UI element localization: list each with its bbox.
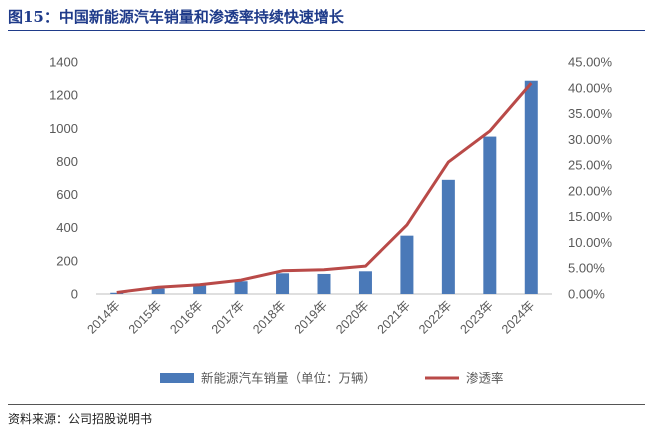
right-axis-ticks: 0.00% 5.00% 10.00% 15.00% 20.00% 25.00% 30.00%… [568,55,613,302]
right-tick-label: 40.00% [568,80,613,95]
right-tick-label: 5.00% [568,261,605,276]
penetration-line [116,82,533,294]
bar [317,273,331,294]
bar [483,136,497,294]
right-tick-label: 25.00% [568,158,613,173]
source-rule [8,404,645,405]
x-tick-label: 2016年 [167,298,205,336]
legend-bar-label: 新能源汽车销量（单位：万辆） [201,371,376,386]
x-tick-label: 2023年 [458,298,496,336]
legend: 新能源汽车销量（单位：万辆） 渗透率 [160,371,504,386]
bar [193,285,207,294]
x-axis-labels: 2014年 2015年 2016年 2017年 2018年 2019年 2020年 2021年… [84,298,537,336]
x-tick-label: 2020年 [333,298,371,336]
right-tick-label: 45.00% [568,55,613,70]
left-tick-label: 400 [56,220,78,235]
x-tick-label: 2015年 [126,298,164,336]
left-tick-label: 1000 [49,121,78,136]
legend-bar-swatch [160,373,194,383]
bar [234,281,248,294]
left-axis-ticks: 0 200 400 600 800 1000 1200 1400 [49,55,78,302]
left-tick-label: 1200 [49,88,78,103]
x-tick-label: 2024年 [499,298,537,336]
right-tick-label: 0.00% [568,287,605,302]
bar-series [110,80,538,295]
left-tick-label: 800 [56,154,78,169]
combo-chart: 0 200 400 600 800 1000 1200 1400 0.00% 5.00% 10.0… [49,55,613,386]
source-note: 资料来源：公司招股说明书 [8,412,153,426]
right-tick-label: 10.00% [568,235,613,250]
bar [400,235,414,294]
x-tick-label: 2014年 [84,298,122,336]
left-tick-label: 0 [71,287,78,302]
x-tick-label: 2019年 [292,298,330,336]
bar [358,271,372,294]
left-tick-label: 200 [56,253,78,268]
right-tick-label: 35.00% [568,106,613,121]
right-tick-label: 30.00% [568,132,613,147]
right-tick-label: 20.00% [568,183,613,198]
bar [110,292,124,294]
x-tick-label: 2021年 [375,298,413,336]
right-tick-label: 15.00% [568,209,613,224]
left-tick-label: 1400 [49,55,78,70]
x-tick-label: 2017年 [209,298,247,336]
legend-line-label: 渗透率 [466,371,504,386]
x-tick-label: 2018年 [250,298,288,336]
bar [441,179,455,294]
title-rule [8,30,645,31]
x-tick-label: 2022年 [416,298,454,336]
bar [524,80,538,295]
bar [276,273,290,294]
bar [151,288,165,294]
figure-title: 图15：中国新能源汽车销量和渗透率持续快速增长 [8,8,344,26]
left-tick-label: 600 [56,187,78,202]
